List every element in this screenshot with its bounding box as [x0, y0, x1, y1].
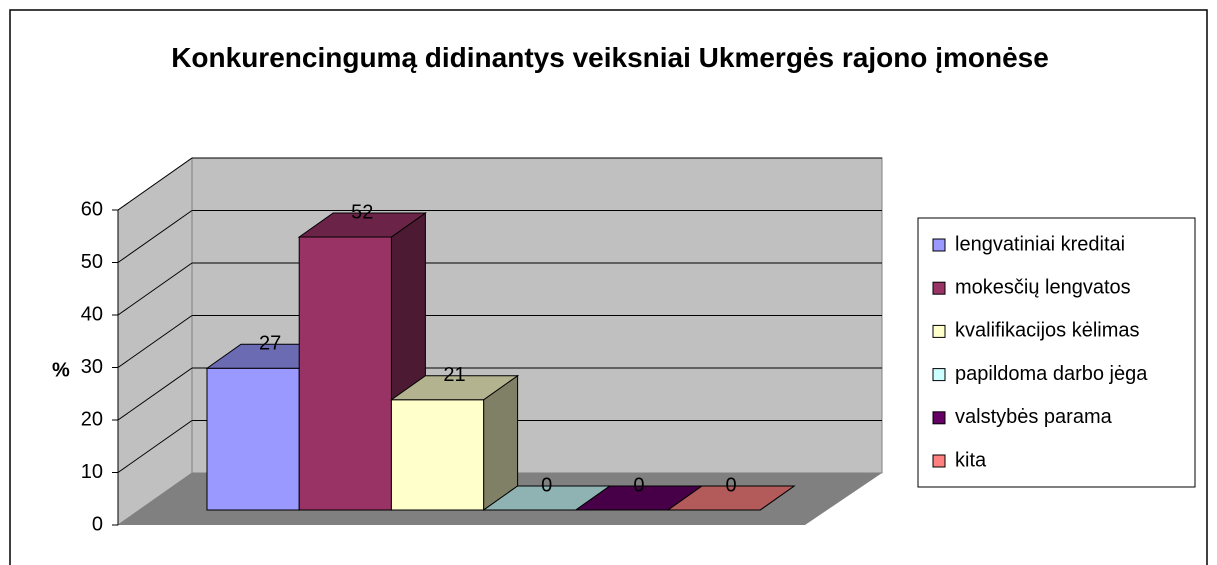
grid-line [117, 210, 193, 263]
data-label: 0 [541, 474, 552, 496]
chart-border [9, 9, 1208, 565]
legend-swatch [932, 454, 946, 468]
grid-line [117, 315, 193, 368]
legend-label: mokesčių lengvatos [955, 276, 1131, 298]
y-tick-label: 40 [81, 303, 103, 325]
legend-swatch [932, 411, 946, 425]
legend-label: valstybės parama [955, 406, 1113, 428]
legend-label: kita [955, 449, 987, 471]
chart-title: Konkurencingumą didinantys veiksniai Ukm… [171, 42, 1049, 73]
data-label: 21 [443, 364, 465, 386]
y-tick-label: 0 [92, 513, 103, 535]
bar [298, 236, 392, 511]
legend-swatch [932, 368, 946, 382]
data-label: 52 [351, 201, 373, 223]
bar [390, 399, 485, 511]
grid-line [117, 367, 193, 421]
legend-label: kvalifikacijos kėlimas [955, 320, 1140, 342]
bar-top [389, 375, 520, 401]
y-tick-label: 50 [81, 251, 103, 273]
data-label: 0 [633, 474, 644, 496]
legend-swatch [932, 324, 946, 338]
bar [206, 367, 300, 511]
grid-line [117, 420, 193, 473]
bar-top [297, 212, 427, 238]
y-tick-label: 10 [81, 461, 103, 483]
y-tick-label: 60 [81, 198, 103, 220]
grid-line [117, 157, 193, 211]
bar-top [666, 485, 796, 511]
legend-swatch [932, 281, 946, 295]
legend-label: papildoma darbo jėga [955, 363, 1148, 385]
y-tick-label: 20 [81, 408, 103, 430]
data-label: 27 [259, 333, 281, 355]
grid-line [117, 262, 193, 316]
y-tick-label: 30 [81, 356, 103, 378]
legend-label: lengvatiniai kreditai [955, 233, 1125, 255]
legend-swatch [932, 238, 946, 252]
legend-box [917, 217, 1196, 488]
data-label: 0 [726, 474, 737, 496]
y-axis-label: % [52, 359, 70, 381]
